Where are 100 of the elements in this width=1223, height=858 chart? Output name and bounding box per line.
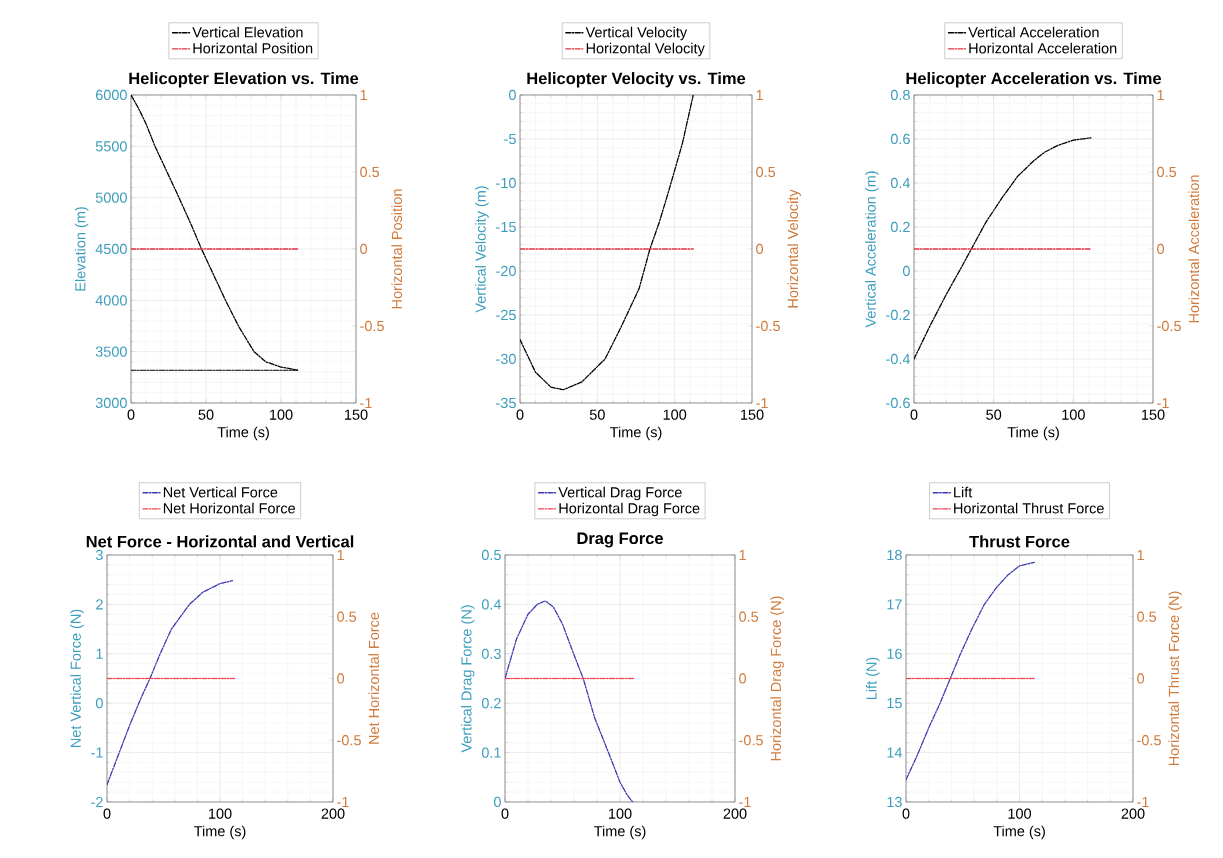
- y-tick-label: 0: [902, 265, 910, 277]
- x-tick-label: 50: [986, 409, 1002, 420]
- y-tick-label: 3000: [95, 397, 127, 409]
- legend-label: Vertical Drag Force: [558, 486, 682, 501]
- y-tick-label: 3: [95, 549, 103, 561]
- y2-tick-label: -1: [739, 796, 751, 807]
- y-axis-title: Vertical Drag Force (N): [460, 605, 475, 753]
- x-axis-title: Time (s): [194, 825, 246, 840]
- y-tick-label: 13: [887, 796, 902, 808]
- y-tick-label: 14: [887, 747, 903, 758]
- y-tick-label: 17: [887, 599, 902, 610]
- chart-title: Thrust Force: [969, 535, 1070, 548]
- y-tick-label: 0.4: [890, 177, 911, 189]
- y2-tick-label: 1: [337, 550, 344, 560]
- legend-label: Net Vertical Force: [163, 486, 278, 498]
- y2-tick-label: 1: [360, 90, 367, 100]
- x-tick-label: 100: [1008, 808, 1032, 819]
- y2-tick-label: -0.5: [360, 320, 384, 332]
- y2-tick-label: -0.5: [1157, 320, 1181, 332]
- x-tick-label: 0: [127, 409, 135, 420]
- x-tick-label: 200: [321, 808, 345, 819]
- y2-tick-label: 1: [756, 90, 763, 100]
- x-axis-title: Time (s): [594, 825, 646, 840]
- y-tick-label: 0.3: [481, 648, 501, 659]
- y2-tick-label: -1: [1137, 796, 1149, 807]
- y2-tick-label: -1: [360, 398, 372, 408]
- y2-tick-label: 0: [360, 243, 368, 255]
- legend-label: Vertical Acceleration: [968, 26, 1099, 38]
- x-tick-label: 150: [1142, 409, 1165, 420]
- y-tick-label: 1: [96, 648, 103, 659]
- x-tick-label: 100: [209, 808, 232, 819]
- y2-tick-label: 0.5: [360, 166, 380, 178]
- x-tick-label: 200: [1121, 808, 1145, 819]
- y2-tick-label: -0.5: [1137, 735, 1161, 746]
- y-tick-label: -0.2: [886, 309, 910, 321]
- y-tick-label: 5000: [95, 192, 127, 203]
- y-tick-label: 0: [508, 89, 516, 101]
- x-tick-label: 50: [589, 409, 605, 420]
- x-tick-label: 100: [609, 808, 632, 819]
- y-tick-label: 0: [95, 698, 103, 709]
- x-tick-label: 200: [723, 808, 747, 819]
- x-axis-title: Time (s): [1007, 426, 1059, 441]
- y-tick-label: 2: [96, 599, 103, 610]
- y-tick-label: -0.6: [886, 397, 910, 409]
- y2-axis-title: Horizontal Drag Force (N): [770, 596, 784, 761]
- y-tick-label: 0.6: [890, 133, 910, 145]
- y-tick-label: 0.2: [890, 221, 910, 233]
- x-axis-title: Time (s): [217, 426, 269, 441]
- y-tick-label: -10: [496, 177, 516, 189]
- y2-tick-label: -0.5: [337, 735, 361, 746]
- y-tick-label: 0.1: [481, 747, 501, 758]
- y-tick-label: -30: [496, 353, 516, 365]
- y-axis-title: Vertical Acceleration (m): [865, 171, 879, 328]
- y-tick-label: 18: [887, 549, 902, 561]
- y2-tick-label: 0.5: [1157, 166, 1177, 178]
- x-tick-label: 150: [741, 409, 764, 420]
- y-tick-label: -2: [91, 796, 103, 808]
- y2-tick-label: 0.5: [739, 611, 759, 622]
- y-tick-label: 0.8: [890, 89, 910, 101]
- y-axis-title: Elevation (m): [74, 207, 89, 291]
- y-tick-label: 0: [493, 796, 501, 808]
- y-tick-label: -5: [504, 133, 516, 145]
- y2-axis-title: Horizontal Velocity: [787, 189, 801, 308]
- y-axis-title: Net Vertical Force (N): [70, 609, 84, 747]
- y2-tick-label: 1: [1157, 90, 1164, 100]
- y2-tick-label: -0.5: [756, 320, 780, 332]
- y-axis-title: Vertical Velocity (m): [475, 186, 489, 313]
- y2-tick-label: 1: [739, 550, 746, 560]
- legend-label: Horizontal Acceleration: [969, 42, 1117, 54]
- y-tick-label: 6000: [95, 89, 127, 101]
- y-tick-label: 0.5: [481, 549, 501, 561]
- y2-tick-label: 1: [1137, 550, 1144, 560]
- legend-label: Net Horizontal Force: [163, 502, 295, 514]
- y2-tick-label: 0: [337, 673, 345, 684]
- legend-label: Horizontal Drag Force: [559, 502, 700, 517]
- y2-tick-label: 0: [739, 673, 747, 684]
- x-tick-label: 50: [198, 409, 214, 420]
- x-tick-label: 100: [270, 409, 293, 420]
- chart-title: Helicopter Velocity vs. Time: [527, 72, 746, 88]
- legend-label: Horizontal Thrust Force: [954, 502, 1104, 514]
- y2-tick-label: -1: [756, 398, 768, 408]
- x-tick-label: 100: [1062, 409, 1085, 420]
- y2-tick-label: -0.5: [739, 735, 763, 746]
- y-tick-label: 15: [887, 698, 902, 709]
- y-axis-title: Lift (N): [865, 657, 880, 700]
- y2-axis-title: Horizontal Acceleration: [1188, 175, 1200, 323]
- y-tick-label: 3500: [95, 346, 127, 357]
- y-tick-label: 5500: [95, 141, 127, 152]
- chart-title: Helicopter Elevation vs. Time: [129, 72, 359, 88]
- y2-tick-label: 0: [1157, 243, 1165, 255]
- y2-tick-label: -1: [337, 796, 349, 807]
- legend-label: Horizontal Velocity: [586, 42, 705, 57]
- x-tick-label: 0: [516, 409, 524, 420]
- y-tick-label: 0.4: [481, 599, 502, 610]
- y2-tick-label: 0: [1137, 673, 1145, 684]
- y2-tick-label: 0.5: [1137, 611, 1157, 622]
- x-axis-title: Time (s): [610, 426, 662, 441]
- y-tick-label: -15: [496, 221, 516, 233]
- y-tick-label: 0.2: [481, 698, 501, 709]
- y-tick-label: -0.4: [886, 353, 911, 365]
